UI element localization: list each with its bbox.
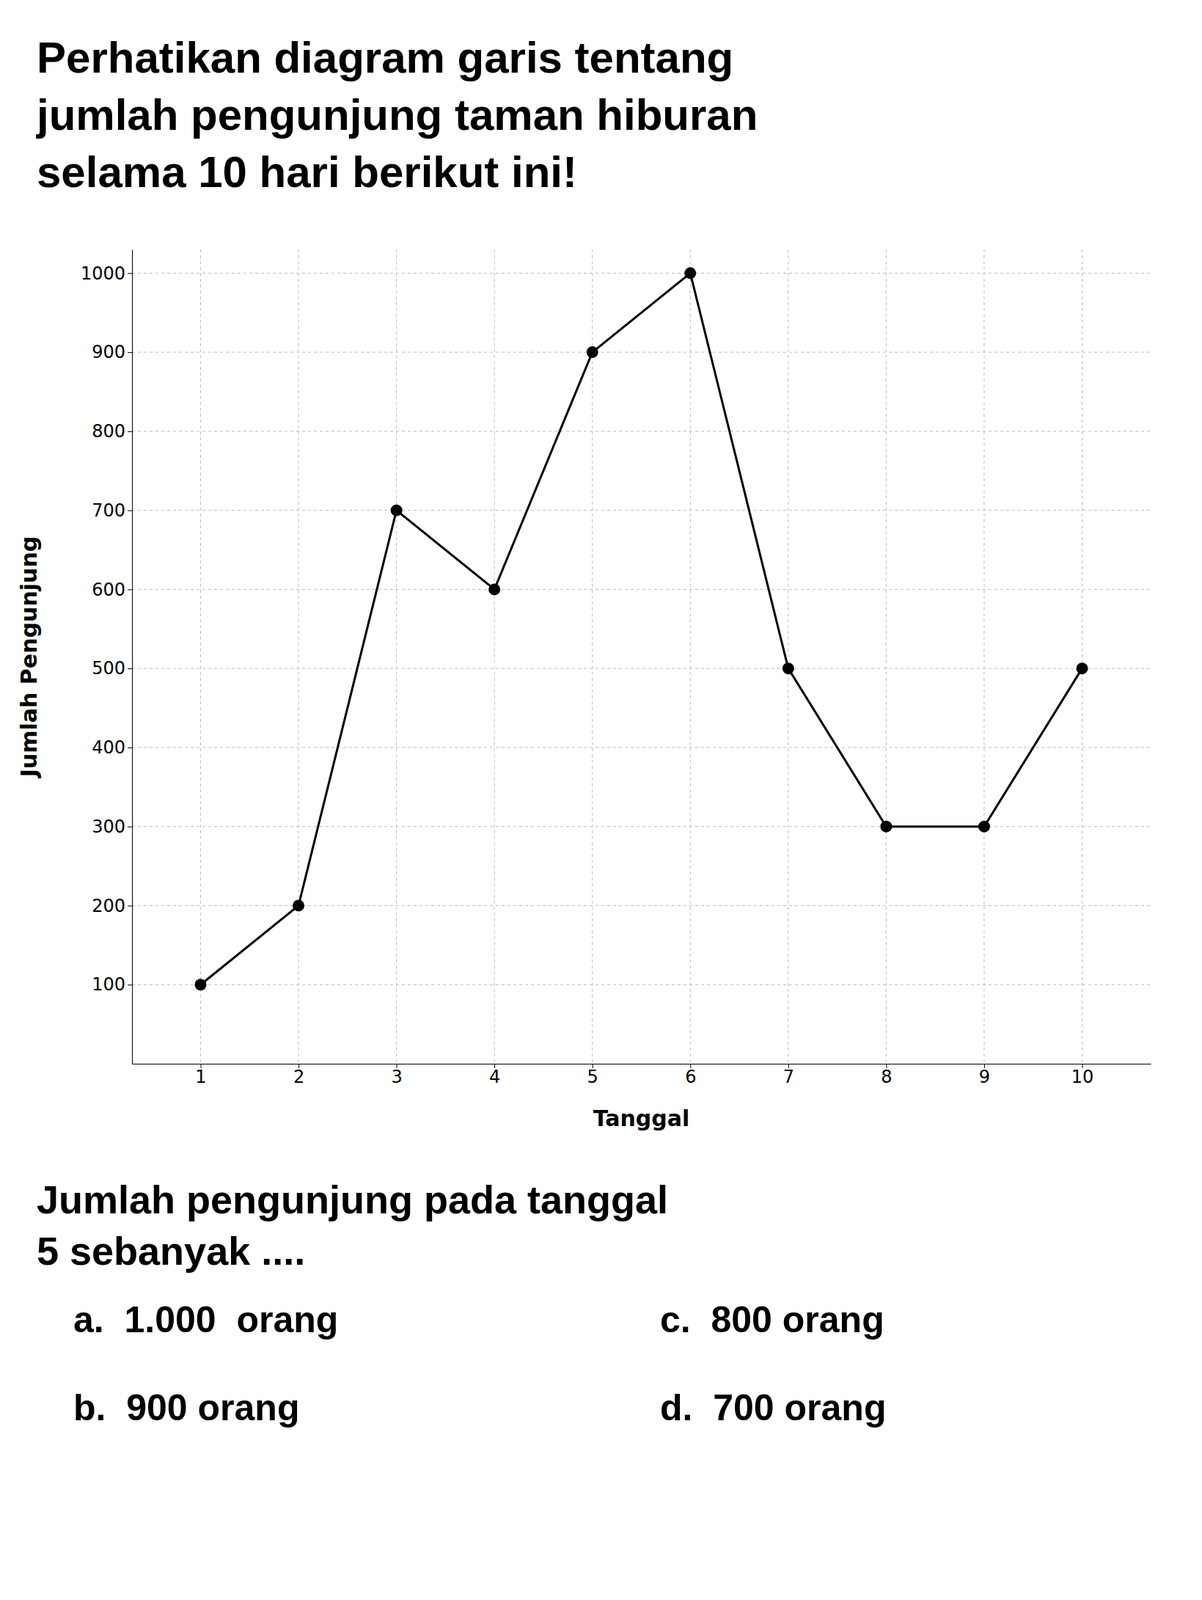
grid <box>132 249 1151 1064</box>
tick-mark <box>127 826 133 828</box>
tick: 700 <box>91 500 133 521</box>
grid-line-x <box>885 249 887 1064</box>
axis-line <box>132 250 133 1065</box>
y-axis-title: Jumlah Pengunjung <box>16 536 42 779</box>
tick-label: 600 <box>91 579 126 600</box>
tick-mark <box>127 272 133 274</box>
grid-line-y <box>132 825 1151 827</box>
tick-label: 300 <box>91 816 126 837</box>
grid-line-y <box>132 588 1151 590</box>
tick-label: 500 <box>91 657 126 679</box>
tick-label: 3 <box>390 1066 402 1087</box>
tick-mark <box>127 431 133 432</box>
tick: 600 <box>91 579 133 600</box>
tick: 900 <box>91 341 133 363</box>
grid-line-y <box>132 904 1151 906</box>
tick: 100 <box>91 973 133 995</box>
point <box>1076 662 1089 674</box>
grid-line-y <box>132 272 1151 274</box>
tick-label: 9 <box>979 1066 991 1087</box>
tick: 200 <box>91 895 133 916</box>
grid-line-y <box>132 984 1151 985</box>
grid-line-x <box>591 249 593 1064</box>
tick: 400 <box>91 737 133 758</box>
point <box>586 346 599 358</box>
point <box>390 504 403 517</box>
grid-line-x <box>200 249 201 1064</box>
option: b. 900 orang <box>73 1386 300 1429</box>
grid-line-y <box>132 509 1151 511</box>
tick-label: 8 <box>880 1066 892 1087</box>
tick-label: 2 <box>293 1066 305 1087</box>
x-axis-title: Tanggal <box>593 1105 691 1131</box>
grid-line-y <box>132 430 1151 432</box>
point <box>782 662 795 674</box>
tick: 6 <box>684 1063 696 1087</box>
point <box>488 583 501 595</box>
tick-mark <box>127 747 133 749</box>
tick: 3 <box>390 1063 402 1087</box>
grid-line-x <box>787 249 789 1064</box>
tick: 800 <box>91 420 133 442</box>
tick-mark <box>127 668 133 669</box>
tick-mark <box>127 904 133 906</box>
plot-area: 1234567891010020030040050060070080090010… <box>16 249 1152 1131</box>
point <box>684 266 696 279</box>
point <box>978 820 991 833</box>
grid-line-y <box>132 746 1151 748</box>
tick-label: 6 <box>684 1066 696 1087</box>
tick: 300 <box>91 816 133 837</box>
chart: 1234567891010020030040050060070080090010… <box>0 227 1202 1145</box>
tick-label: 100 <box>91 973 126 995</box>
title: Perhatikan diagram garis tentang jumlah … <box>36 29 758 201</box>
grid-line-x <box>298 249 300 1064</box>
grid-line-y <box>132 352 1151 353</box>
tick-label: 5 <box>587 1066 599 1087</box>
tick: 500 <box>91 657 133 679</box>
grid-line-x <box>983 249 985 1064</box>
option: d. 700 orang <box>660 1386 886 1429</box>
tick: 7 <box>783 1063 795 1087</box>
tick-mark <box>127 984 133 985</box>
line <box>200 272 1082 985</box>
tick-label: 400 <box>91 737 126 758</box>
x-axis: 1 2 3 4 5 6 7 8 9 10 <box>132 1063 1152 1087</box>
tick: 4 <box>489 1063 501 1087</box>
option: a. 1.000 orang <box>73 1298 339 1341</box>
grid-line-x <box>396 249 397 1064</box>
tick: 5 <box>587 1063 599 1087</box>
tick-label: 200 <box>91 895 126 916</box>
grid-line-x <box>494 249 496 1064</box>
point <box>292 899 305 911</box>
option: c. 800 orang <box>660 1298 885 1341</box>
grid-line-y <box>132 668 1151 669</box>
tick-mark <box>127 352 133 353</box>
tick: 10 <box>1071 1063 1095 1087</box>
tick-label: 1 <box>195 1066 207 1087</box>
tick-mark <box>127 588 133 590</box>
axis-line <box>132 1063 1152 1065</box>
point <box>880 820 892 833</box>
grid-line-x <box>690 249 691 1064</box>
tick-label: 10 <box>1071 1066 1095 1087</box>
tick: 8 <box>880 1063 892 1087</box>
tick-mark <box>127 510 133 512</box>
tick-label: 700 <box>91 500 126 521</box>
tick-label: 4 <box>489 1066 501 1087</box>
tick-label: 7 <box>783 1066 795 1087</box>
question: Jumlah pengunjung pada tanggal 5 sebanya… <box>36 1173 669 1277</box>
tick-label: 1000 <box>80 263 126 284</box>
tick: 9 <box>979 1063 991 1087</box>
tick-label: 800 <box>91 420 126 442</box>
grid-line-x <box>1081 249 1083 1064</box>
y-axis: 100 200 300 400 500 600 700 800 900 1000 <box>80 250 133 1065</box>
point <box>194 978 207 991</box>
tick: 2 <box>293 1063 305 1087</box>
tick: 1 <box>195 1063 207 1087</box>
tick: 1000 <box>80 263 133 284</box>
tick-label: 900 <box>91 341 126 363</box>
data <box>194 266 1088 991</box>
